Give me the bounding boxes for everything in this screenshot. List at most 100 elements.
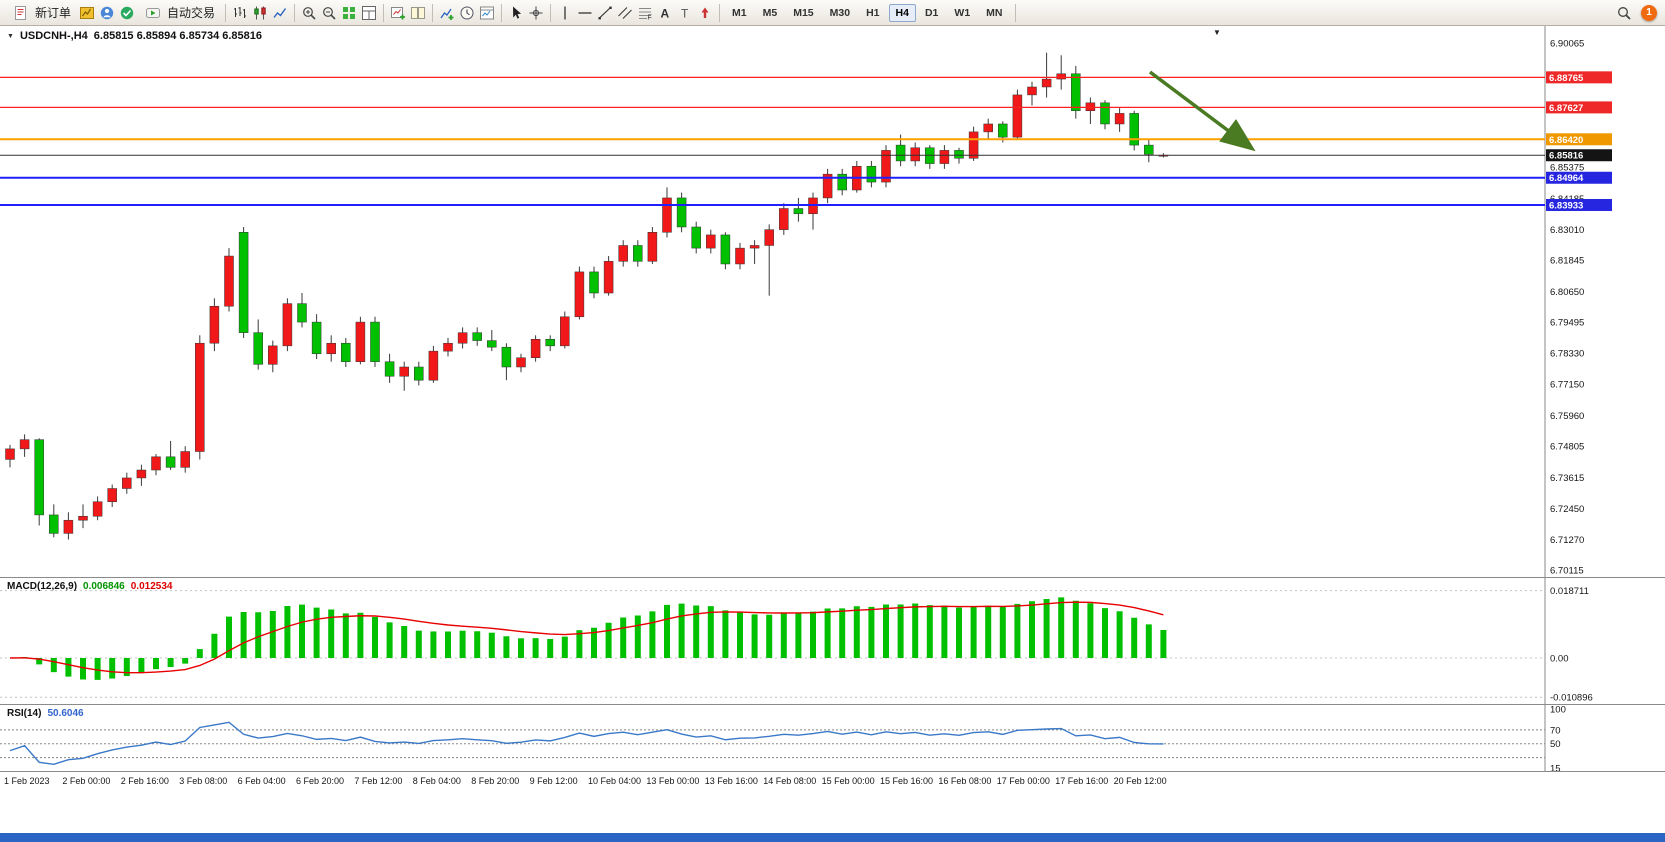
candle	[764, 229, 774, 246]
tile-windows-icon[interactable]	[359, 3, 379, 23]
candlestick-chart-icon[interactable]	[250, 3, 270, 23]
channel-icon[interactable]	[615, 3, 635, 23]
toolbar-buttons: 新订单 自动交易 F A T M1 M5 M15 M30 H1 H4 D1 W1 MN	[5, 2, 1020, 24]
scroll-marker-icon[interactable]: ▼	[1213, 28, 1221, 37]
candle	[647, 232, 658, 262]
candle	[720, 234, 731, 265]
candle	[1027, 86, 1037, 96]
trend-arrow-object[interactable]	[1148, 70, 1256, 152]
candle	[5, 448, 15, 460]
rsi-panel[interactable]: 100 70 50 15	[0, 704, 1665, 771]
new-order-button[interactable]: 新订单	[5, 2, 77, 24]
candle	[793, 208, 804, 215]
market-watch-icon[interactable]	[77, 3, 97, 23]
rsi-value: 50.6046	[47, 708, 84, 719]
terminal-icon[interactable]	[117, 3, 137, 23]
indicators-icon[interactable]	[437, 3, 457, 23]
price-tag-label: 6.87627	[1549, 103, 1583, 114]
timeframe-w1[interactable]: W1	[954, 6, 971, 19]
arrows-icon[interactable]	[695, 3, 715, 23]
period-icon[interactable]	[457, 3, 477, 23]
macd-panel[interactable]: 0.018711 0.00 -0.010896	[0, 577, 1665, 704]
candle	[370, 321, 380, 362]
candle	[253, 332, 263, 365]
candle	[136, 469, 147, 479]
time-axis-label: 13 Feb 16:00	[704, 776, 758, 786]
price-tag	[1546, 149, 1612, 162]
rsi-axis-label: 15	[1550, 763, 1561, 771]
trendline-icon[interactable]	[595, 3, 615, 23]
candle	[1071, 73, 1081, 112]
time-axis-label: 1 Feb 2023	[4, 776, 50, 786]
zoom-out-icon[interactable]	[319, 3, 339, 23]
time-axis-label: 9 Feb 12:00	[529, 776, 578, 786]
timeframe-mn[interactable]: MN	[986, 6, 1003, 19]
candle	[1100, 102, 1110, 125]
timeframe-m5[interactable]: M5	[762, 6, 778, 19]
rsi-axis-label: 50	[1550, 739, 1561, 750]
autotrading-button[interactable]: 自动交易	[137, 2, 221, 24]
candle	[224, 255, 234, 307]
timeframe-h4[interactable]: H4	[888, 3, 916, 22]
macd-signal-line	[9, 601, 1164, 674]
ohlc-values: 6.85815 6.85894 6.85734 6.85816	[93, 30, 262, 42]
candle	[238, 232, 249, 333]
macd-axis-label: 0.00	[1550, 654, 1569, 665]
candle	[968, 131, 979, 159]
zoom-in-icon[interactable]	[299, 3, 319, 23]
horizontal-line-icon[interactable]	[575, 3, 595, 23]
cursor-icon[interactable]	[506, 3, 526, 23]
timeframe-m30[interactable]: M30	[829, 6, 851, 19]
vertical-line-icon[interactable]	[555, 3, 575, 23]
candle	[122, 477, 132, 489]
candle	[822, 173, 833, 199]
candle	[998, 123, 1008, 138]
new-chart-icon[interactable]	[388, 3, 408, 23]
candle	[530, 339, 541, 358]
candle	[297, 303, 307, 323]
candle	[501, 346, 512, 368]
price-axis-label: 6.77150	[1550, 380, 1584, 391]
auto-arrange-icon[interactable]	[339, 3, 359, 23]
timeframe-m15[interactable]: M15	[793, 6, 814, 19]
price-chart-panel[interactable]: 6.900656.853756.841856.830106.818456.806…	[0, 26, 1665, 577]
timeframe-m1[interactable]: M1	[732, 6, 747, 19]
time-axis-label: 17 Feb 16:00	[1055, 776, 1109, 786]
timeframe-d1[interactable]: D1	[924, 6, 939, 19]
candle	[457, 332, 468, 344]
collapse-icon[interactable]: ▼	[7, 32, 14, 40]
time-axis-label: 13 Feb 00:00	[646, 776, 700, 786]
candle	[662, 197, 672, 233]
price-axis-label: 6.75960	[1550, 411, 1584, 422]
time-axis[interactable]: 1 Feb 2023 2 Feb 00:00 2 Feb 16:00 3 Feb 08…	[0, 771, 1665, 796]
price-tag	[1546, 71, 1612, 84]
bar-chart-icon[interactable]	[230, 3, 250, 23]
crosshair-icon[interactable]	[526, 3, 546, 23]
candle	[1012, 94, 1023, 138]
timeframe-h1[interactable]: H1	[866, 6, 880, 19]
candle	[209, 305, 220, 344]
candle	[34, 439, 44, 516]
templates-icon[interactable]	[477, 3, 497, 23]
navigator-icon[interactable]	[97, 3, 117, 23]
macd-axis-label: -0.010896	[1550, 693, 1593, 704]
candle	[428, 350, 439, 381]
candle	[603, 261, 614, 294]
price-axis-label: 6.81845	[1550, 256, 1584, 267]
profiles-icon[interactable]	[408, 3, 428, 23]
toolbar-separator	[383, 3, 385, 22]
candle	[1144, 144, 1154, 155]
price-axis-label: 6.79495	[1550, 318, 1584, 329]
time-axis-label: 16 Feb 08:00	[938, 776, 992, 786]
notification-badge[interactable]: 1	[1641, 4, 1657, 21]
fibonacci-icon[interactable]: F	[635, 3, 655, 23]
candle	[282, 303, 293, 347]
candle	[414, 366, 424, 381]
search-icon[interactable]	[1614, 3, 1634, 23]
text-icon[interactable]: A	[655, 3, 675, 23]
price-axis-label: 6.74805	[1550, 442, 1584, 453]
line-chart-icon[interactable]	[270, 3, 290, 23]
candle	[633, 245, 643, 262]
label-icon[interactable]: T	[675, 3, 695, 23]
time-axis-label: 8 Feb 20:00	[471, 776, 520, 786]
